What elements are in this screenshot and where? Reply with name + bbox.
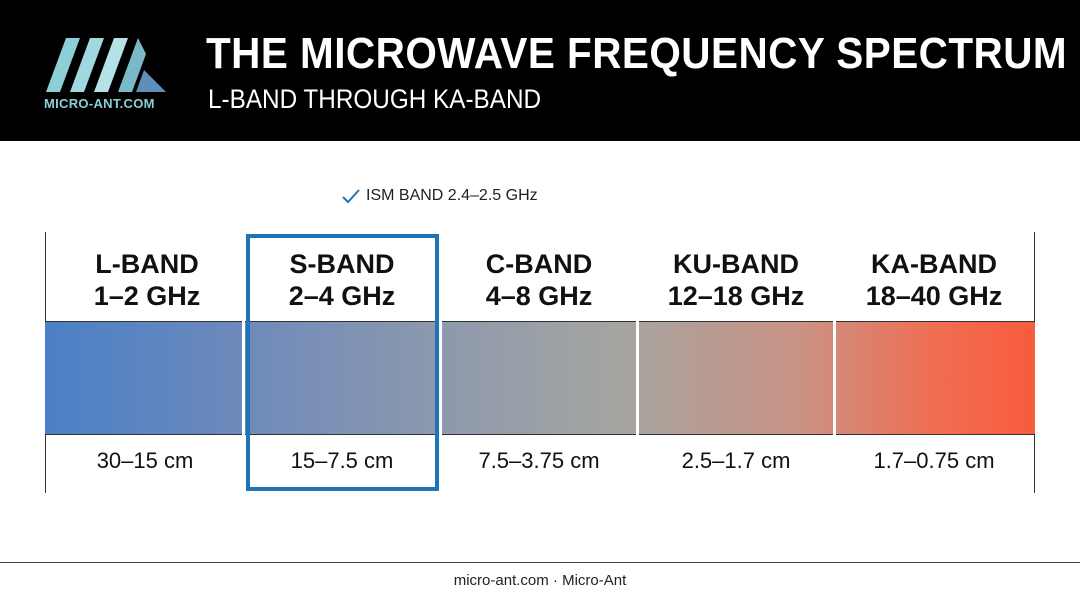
spectrum-gradient-bar (45, 321, 1035, 435)
band-name: L-BAND (95, 249, 199, 279)
footer-divider (0, 562, 1080, 563)
band-label-ka: KA-BAND 18–40 GHz (836, 248, 1032, 312)
band-range: 12–18 GHz (667, 281, 805, 311)
wavelength-s: 15–7.5 cm (290, 448, 394, 473)
band-label-ku: KU-BAND 12–18 GHz (638, 248, 834, 312)
band-divider (242, 321, 245, 435)
band-label-c: C-BAND 4–8 GHz (441, 248, 637, 312)
logo-mountain-icon (46, 38, 166, 92)
logo-text: MICRO-ANT.COM (44, 96, 155, 111)
band-name: KU-BAND (673, 249, 799, 279)
wavelength-c: 7.5–3.75 cm (478, 448, 600, 473)
page-title: THE MICROWAVE FREQUENCY SPECTRUM (206, 29, 1068, 78)
band-range: 2–4 GHz (288, 281, 396, 311)
band-divider (439, 321, 442, 435)
ism-band-callout: ISM BAND 2.4–2.5 GHz (340, 185, 538, 207)
band-label-l: L-BAND 1–2 GHz (49, 248, 245, 312)
logo: MICRO-ANT.COM (40, 34, 180, 114)
ism-band-label: ISM BAND 2.4–2.5 GHz (366, 187, 538, 204)
band-range: 18–40 GHz (865, 281, 1003, 311)
band-divider (636, 321, 639, 435)
checkmark-icon (342, 189, 360, 204)
wavelength-ka: 1.7–0.75 cm (873, 448, 995, 473)
band-divider (833, 321, 836, 435)
s-band-highlight-box (246, 234, 439, 491)
header-bar: MICRO-ANT.COM THE MICROWAVE FREQUENCY SP… (0, 0, 1080, 141)
band-range: 4–8 GHz (485, 281, 593, 311)
page-subtitle: L-BAND THROUGH KA-BAND (208, 84, 542, 114)
band-name: S-BAND (289, 249, 395, 279)
wavelength-ku: 2.5–1.7 cm (681, 448, 791, 473)
band-range: 1–2 GHz (93, 281, 201, 311)
band-name: C-BAND (485, 249, 593, 279)
band-name: KA-BAND (871, 249, 997, 279)
wavelength-l: 30–15 cm (96, 448, 194, 473)
band-label-s: S-BAND 2–4 GHz (244, 248, 440, 312)
footer-credit: micro-ant.com · Micro-Ant (453, 572, 627, 589)
